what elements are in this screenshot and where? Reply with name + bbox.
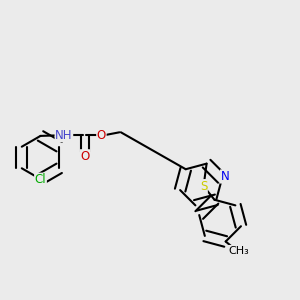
- Text: Cl: Cl: [35, 173, 46, 186]
- Text: O: O: [97, 129, 106, 142]
- Text: N: N: [220, 170, 229, 183]
- Text: CH₃: CH₃: [228, 245, 249, 256]
- Text: S: S: [200, 180, 207, 193]
- Text: O: O: [80, 150, 89, 163]
- Text: NH: NH: [55, 129, 73, 142]
